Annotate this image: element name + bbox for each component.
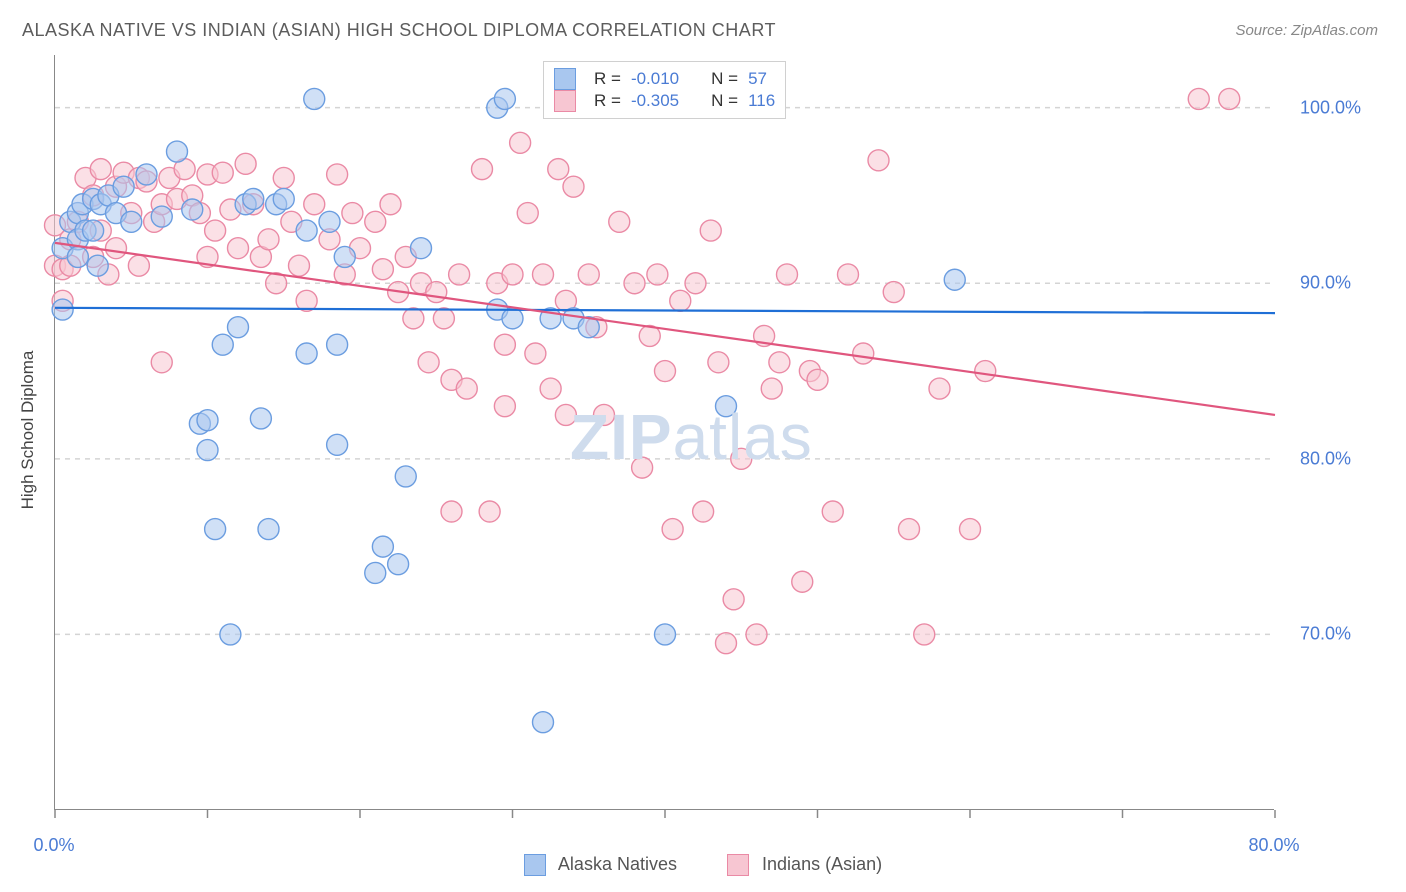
r-label: R =: [594, 91, 621, 111]
legend-swatch-indian: [727, 854, 749, 876]
r-value-indian: -0.305: [631, 91, 679, 111]
r-label: R =: [594, 69, 621, 89]
chart-title: ALASKA NATIVE VS INDIAN (ASIAN) HIGH SCH…: [22, 20, 776, 41]
chart-container: ALASKA NATIVE VS INDIAN (ASIAN) HIGH SCH…: [0, 0, 1406, 892]
scatter-plot-svg: [55, 55, 1274, 809]
legend-label-alaska: Alaska Natives: [558, 854, 677, 874]
n-label: N =: [711, 91, 738, 111]
x-tick-label: 80.0%: [1248, 835, 1299, 856]
r-value-alaska: -0.010: [631, 69, 679, 89]
y-tick-label: 70.0%: [1300, 624, 1351, 645]
legend-row: R = -0.010 N = 57: [554, 68, 775, 90]
correlation-legend: R = -0.010 N = 57 R = -0.305 N = 116: [543, 61, 786, 119]
legend-swatch-alaska: [524, 854, 546, 876]
y-tick-label: 100.0%: [1300, 97, 1361, 118]
bottom-legend: Alaska Natives Indians (Asian): [0, 854, 1406, 876]
legend-row: R = -0.305 N = 116: [554, 90, 775, 112]
x-tick-label: 0.0%: [33, 835, 74, 856]
source-attribution: Source: ZipAtlas.com: [1235, 22, 1378, 39]
legend-swatch-alaska: [554, 68, 576, 90]
n-label: N =: [711, 69, 738, 89]
legend-swatch-indian: [554, 90, 576, 112]
plot-area: [54, 55, 1274, 810]
y-tick-label: 80.0%: [1300, 448, 1351, 469]
y-axis-title: High School Diploma: [18, 351, 38, 510]
n-value-alaska: 57: [748, 69, 767, 89]
y-tick-label: 90.0%: [1300, 273, 1351, 294]
n-value-indian: 116: [748, 91, 775, 111]
legend-label-indian: Indians (Asian): [762, 854, 882, 874]
